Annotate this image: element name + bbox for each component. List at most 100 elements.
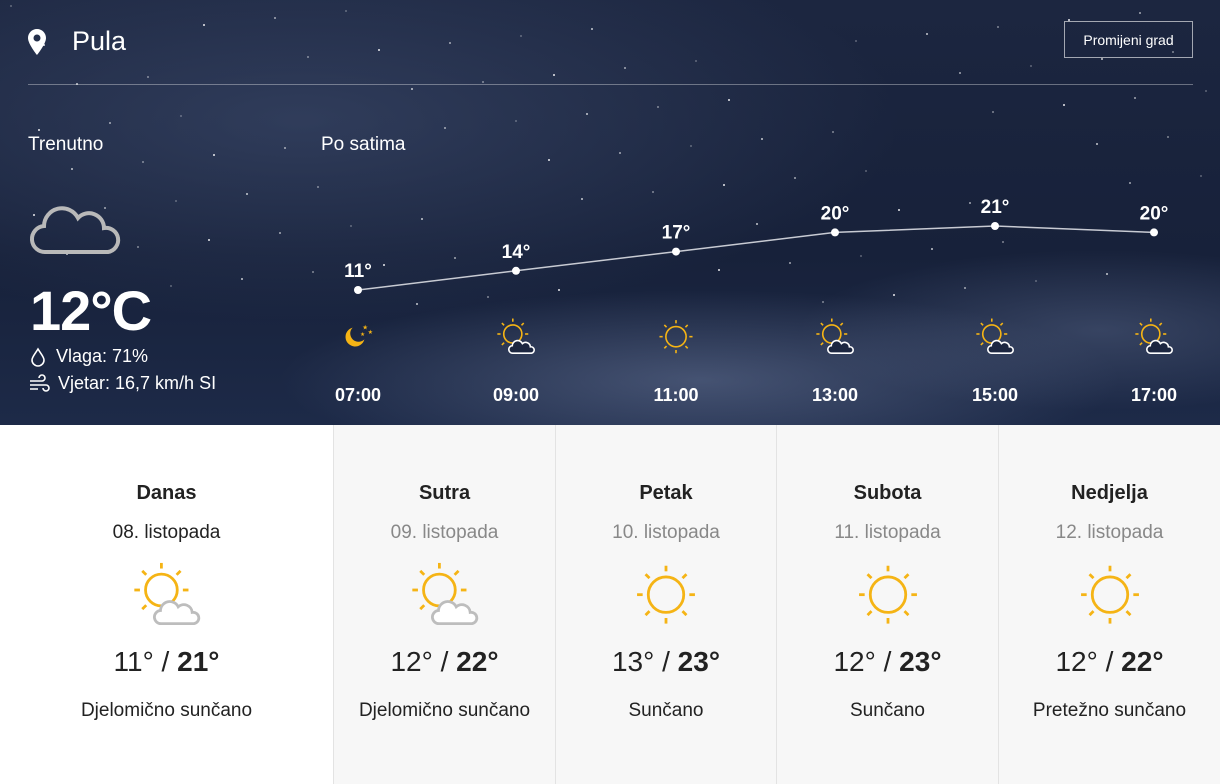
star (685, 230, 687, 232)
day-date: 08. listopada (112, 522, 221, 543)
location: Pula (28, 26, 126, 57)
location-pin-icon (28, 28, 46, 55)
star (591, 28, 593, 30)
star (657, 106, 659, 108)
star (284, 147, 286, 149)
star (931, 248, 933, 250)
star (860, 255, 862, 257)
day-temperatures: 11° / 21° (113, 646, 220, 677)
star (142, 161, 144, 163)
max-temp: 22° (456, 646, 499, 677)
star (756, 223, 758, 225)
divider (28, 84, 1193, 85)
partly-sunny-icon (955, 318, 1035, 363)
star (1068, 19, 1070, 21)
min-temp: 12° (833, 646, 876, 677)
star (553, 74, 555, 76)
star (855, 40, 857, 42)
partly-sunny-icon (127, 562, 207, 632)
star (728, 99, 730, 101)
humidity-text: Vlaga: 71% (56, 346, 149, 366)
day-card[interactable]: Danas 08. listopada 11° / 21° Djelomično… (0, 425, 333, 784)
star (1030, 65, 1032, 67)
min-temp: 13° (611, 646, 655, 677)
star (33, 214, 35, 216)
star (421, 218, 423, 220)
day-name: Nedjelja (1071, 482, 1148, 504)
current-weather-panel: Pula Promijeni grad Trenutno Po satima 1… (0, 0, 1220, 425)
day-date: 10. listopada (612, 522, 720, 543)
temperature-point (1150, 228, 1158, 237)
star (548, 159, 550, 161)
hour-time: 15:00 (971, 385, 1019, 405)
star (350, 225, 352, 227)
partly-sunny-icon (795, 318, 875, 363)
day-name: Petak (639, 482, 693, 504)
star (1002, 241, 1004, 243)
star (487, 296, 489, 298)
partly-sunny-icon (476, 318, 556, 363)
star (515, 120, 517, 122)
hour-item: 17:00 (1114, 318, 1194, 406)
temperature-line (357, 225, 1155, 291)
star (959, 72, 961, 74)
star (997, 26, 999, 28)
day-card[interactable]: Subota 11. listopada 12° / 23° Sunčano (776, 425, 998, 784)
star (865, 170, 867, 172)
change-city-button[interactable]: Promijeni grad (1064, 21, 1193, 58)
day-card[interactable]: Sutra 09. listopada 12° / 22° Djelomično… (333, 425, 555, 784)
temperature-point (831, 228, 839, 237)
max-temp: 23° (899, 646, 942, 677)
star (454, 257, 456, 259)
day-description: Sunčano (849, 700, 925, 721)
day-card[interactable]: Petak 10. listopada 13° / 23° Sunčano (555, 425, 776, 784)
svg-text:★: ★ (368, 329, 373, 336)
daily-forecast: Danas 08. listopada 11° / 21° Djelomično… (0, 425, 1220, 784)
day-temperatures: 12° / 23° (833, 646, 942, 677)
star (345, 10, 347, 12)
day-temperatures: 13° / 23° (611, 646, 721, 677)
temperature-label: 14° (502, 242, 531, 263)
star (274, 17, 276, 19)
day-date: 11. listopada (834, 522, 941, 543)
star (586, 113, 588, 115)
star (170, 285, 172, 287)
day-date: 09. listopada (390, 522, 499, 543)
star (619, 152, 621, 154)
star (690, 145, 692, 147)
star (794, 177, 796, 179)
temperature-point (512, 266, 520, 275)
star (449, 42, 451, 44)
temperature-point (354, 286, 362, 294)
humidity: Vlaga: 71% (28, 346, 148, 367)
star (109, 122, 111, 124)
star (1200, 175, 1202, 177)
droplet-icon (31, 346, 45, 367)
star (761, 138, 763, 140)
temperature-label: 21° (981, 197, 1010, 218)
star (723, 184, 725, 186)
star (246, 193, 248, 195)
max-temp: 21° (177, 646, 220, 677)
star (1129, 182, 1131, 184)
current-label: Trenutno (28, 134, 104, 155)
star (312, 271, 314, 273)
star (416, 303, 418, 305)
hour-item: 11:00 (636, 318, 716, 406)
min-temp: 12° (390, 646, 433, 677)
hour-item: 13:00 (795, 318, 875, 406)
star (1106, 273, 1108, 275)
star (213, 154, 215, 156)
day-card[interactable]: Nedjelja 12. listopada 12° / 22° Pretežn… (998, 425, 1220, 784)
star (307, 56, 309, 58)
star (137, 246, 139, 248)
sun-icon (848, 562, 928, 632)
star (789, 262, 791, 264)
star (175, 200, 177, 202)
day-temperatures: 12° / 22° (390, 646, 499, 677)
star (71, 168, 73, 170)
star (1172, 51, 1174, 53)
svg-text:★: ★ (362, 325, 368, 332)
star (38, 129, 40, 131)
day-description: Djelomično sunčano (80, 700, 253, 721)
